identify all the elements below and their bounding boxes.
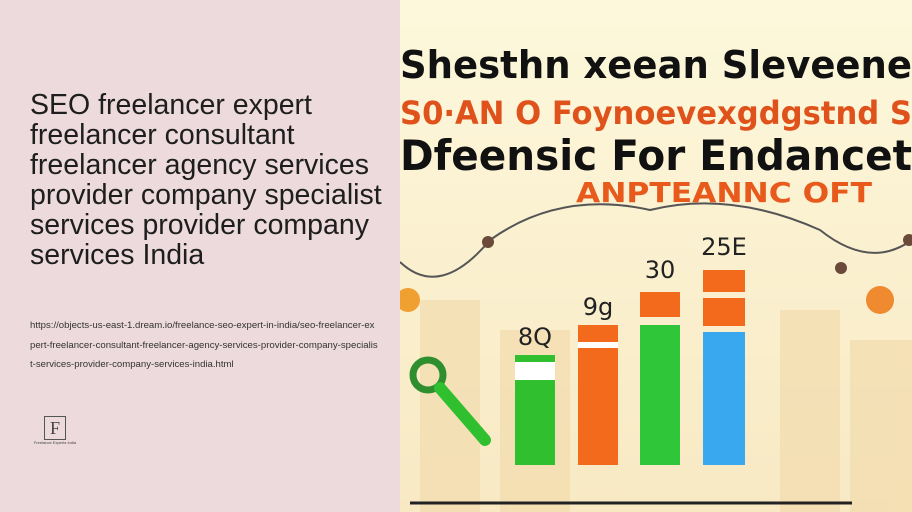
lantern [866,286,894,314]
left-panel: SEO freelancer expert freelancer consult… [0,0,400,512]
illustration: Shesthn xeean Sleveene S0·AN O Foynoevex… [400,0,912,512]
bar-label: 25E [701,233,747,261]
bar-cap [703,298,745,326]
image-text: S0·AN O Foynoevexgdgstnd S [400,94,912,132]
bar-shape [703,332,745,465]
bar-stripe [515,362,555,380]
string [400,202,912,278]
magnifier [409,356,491,446]
bar-label: 9g [583,293,614,321]
dot [482,236,494,248]
lantern [400,288,420,312]
bar-label: 30 [645,256,676,284]
page-title: SEO freelancer expert freelancer consult… [30,89,382,271]
bar-cap [640,292,680,317]
page-url[interactable]: https://objects-us-east-1.dream.io/freel… [30,320,378,370]
image-text: ANPTEANNC OFT [576,176,872,209]
bar-shape [578,325,618,465]
bar-shape [640,325,680,465]
bar-stripe [578,342,618,348]
dot [835,262,847,274]
logo[interactable]: F Freelance Experts India [30,416,80,445]
bar-cap [703,270,745,292]
logo-letter: F [44,416,66,440]
image-text: Dfeensic For Endancet [400,131,912,180]
bars: 8Q 9g 30 25E [515,233,747,465]
image-text: Shesthn xeean Sleveene [400,43,912,87]
dot [903,234,912,246]
bar-label: 8Q [518,323,552,351]
logo-text: Freelance Experts India [33,440,77,445]
